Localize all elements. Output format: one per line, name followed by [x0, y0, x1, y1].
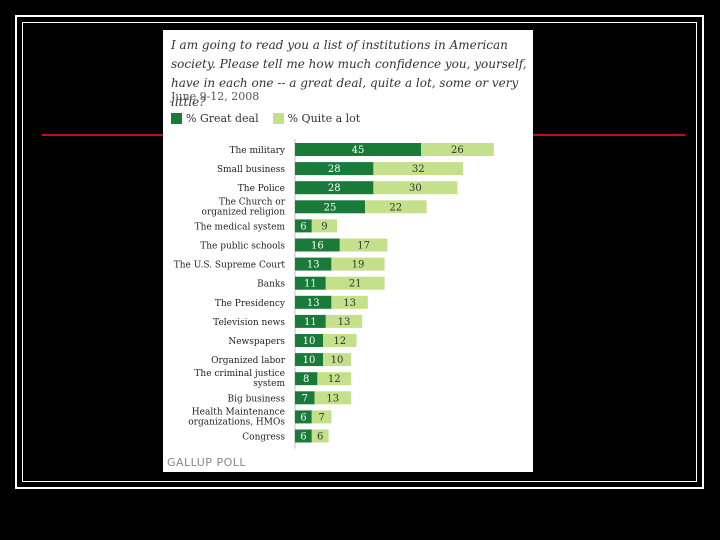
bar-quite-a-lot — [421, 143, 494, 156]
bar-great-deal — [295, 391, 315, 405]
bar-quite-a-lot — [331, 257, 385, 271]
data-label-quite-a-lot: 6 — [317, 432, 323, 443]
bar-quite-a-lot — [323, 353, 351, 367]
bar-great-deal — [295, 314, 326, 328]
data-label-quite-a-lot: 32 — [412, 164, 425, 175]
category-label: The U.S. Supreme Court — [174, 261, 286, 271]
slide-inner-frame — [22, 22, 697, 482]
data-label-quite-a-lot: 12 — [333, 336, 346, 347]
data-label-great-deal: 28 — [328, 183, 341, 194]
bar-quite-a-lot — [373, 162, 463, 176]
data-label-quite-a-lot: 22 — [389, 202, 402, 213]
data-label-great-deal: 11 — [304, 279, 317, 290]
data-label-great-deal: 6 — [300, 432, 306, 443]
bar-great-deal — [295, 429, 312, 443]
category-label: Banks — [257, 280, 285, 290]
data-label-great-deal: 7 — [302, 393, 308, 404]
data-label-quite-a-lot: 13 — [326, 393, 339, 404]
data-label-quite-a-lot: 10 — [331, 355, 344, 366]
data-label-great-deal: 6 — [300, 412, 306, 423]
legend-item-quite-a-lot: % Quite a lot — [272, 112, 361, 125]
data-label-quite-a-lot: 13 — [338, 317, 351, 328]
data-label-great-deal: 25 — [324, 202, 337, 213]
category-label: Big business — [227, 394, 285, 404]
bar-great-deal — [295, 143, 421, 156]
category-label: Congress — [242, 433, 285, 443]
category-label: Television news — [213, 318, 285, 328]
category-label: The Presidency — [215, 299, 286, 309]
category-label: The Police — [238, 184, 285, 194]
legend-swatch-quite-a-lot — [272, 113, 284, 124]
data-label-great-deal: 10 — [303, 336, 316, 347]
category-label: The public schools — [200, 242, 285, 252]
bar-quite-a-lot — [311, 429, 329, 443]
data-label-great-deal: 16 — [311, 241, 324, 252]
category-label: The medical system — [195, 222, 286, 232]
chart-legend: % Great deal % Quite a lot — [171, 112, 374, 125]
data-label-quite-a-lot: 9 — [321, 221, 327, 232]
category-label: Newspapers — [228, 337, 285, 347]
survey-date: June 9-12, 2008 — [171, 90, 260, 103]
category-label: The military — [229, 146, 285, 156]
bar-great-deal — [295, 295, 332, 309]
category-label: Organized labor — [211, 356, 286, 366]
bar-great-deal — [295, 219, 312, 233]
bar-quite-a-lot — [325, 314, 363, 328]
data-label-great-deal: 6 — [300, 221, 306, 232]
bar-great-deal — [295, 276, 326, 290]
bar-quite-a-lot — [317, 372, 351, 386]
data-label-quite-a-lot: 26 — [451, 145, 464, 156]
bar-great-deal — [295, 257, 332, 271]
data-label-great-deal: 11 — [304, 317, 317, 328]
bar-great-deal — [295, 238, 340, 252]
data-label-great-deal: 10 — [303, 355, 316, 366]
bar-quite-a-lot — [325, 276, 385, 290]
slide-outer-frame — [15, 15, 704, 489]
data-label-great-deal: 13 — [307, 260, 320, 271]
category-label: The criminal justice system — [194, 369, 285, 389]
bar-great-deal — [295, 200, 365, 214]
data-label-great-deal: 8 — [303, 374, 309, 385]
bar-great-deal — [295, 353, 323, 367]
category-label: The Church or organized religion — [202, 197, 286, 217]
bar-quite-a-lot — [314, 391, 351, 405]
data-label-great-deal: 28 — [328, 164, 341, 175]
bar-great-deal — [295, 334, 323, 347]
bar-quite-a-lot — [323, 334, 357, 347]
data-label-quite-a-lot: 17 — [357, 241, 370, 252]
data-label-quite-a-lot: 19 — [352, 260, 365, 271]
bar-quite-a-lot — [311, 219, 337, 233]
data-label-quite-a-lot: 7 — [318, 412, 324, 423]
bar-quite-a-lot — [365, 200, 427, 214]
bar-great-deal — [295, 410, 312, 424]
data-label-quite-a-lot: 13 — [343, 298, 356, 309]
data-label-quite-a-lot: 21 — [349, 279, 362, 290]
data-label-great-deal: 45 — [352, 145, 365, 156]
bar-chart: The military 45 26 Small business 28 32 The Po… — [174, 139, 494, 449]
survey-question: I am going to read you a list of institu… — [171, 38, 527, 109]
data-label-quite-a-lot: 12 — [328, 374, 341, 385]
bar-quite-a-lot — [339, 238, 388, 252]
bar-great-deal — [295, 372, 318, 386]
legend-label-quite-a-lot: % Quite a lot — [287, 112, 361, 125]
bar-quite-a-lot — [373, 181, 458, 195]
gallup-logo: GALLUP POLL — [167, 456, 246, 469]
data-label-quite-a-lot: 30 — [409, 183, 422, 194]
category-label: Small business — [217, 165, 285, 175]
bar-great-deal — [295, 181, 374, 195]
category-label: Health Maintenance organizations, HMOs — [188, 407, 285, 427]
legend-item-great-deal: % Great deal — [171, 112, 259, 125]
legend-swatch-great-deal — [171, 113, 182, 124]
bar-quite-a-lot — [331, 295, 368, 309]
bar-great-deal — [295, 162, 374, 176]
legend-label-great-deal: % Great deal — [186, 112, 259, 125]
bar-quite-a-lot — [311, 410, 332, 424]
chart-card: I am going to read you a list of institu… — [163, 30, 533, 472]
data-label-great-deal: 13 — [307, 298, 320, 309]
